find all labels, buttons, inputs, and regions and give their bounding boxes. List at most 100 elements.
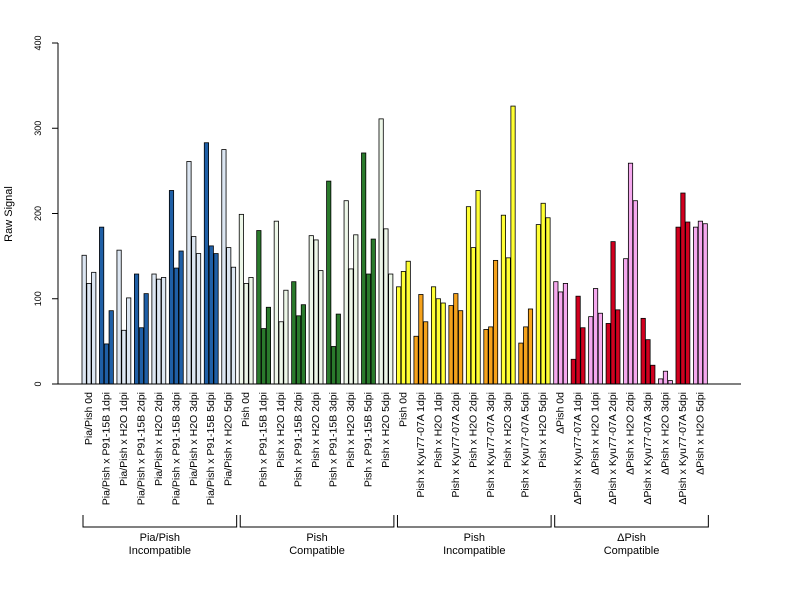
bar — [383, 228, 389, 385]
group-label-line2: Compatible — [604, 545, 660, 557]
bar — [365, 273, 372, 385]
bar — [226, 247, 232, 385]
bar — [675, 226, 681, 385]
bar — [588, 316, 594, 385]
bar — [465, 206, 472, 385]
bar — [470, 247, 476, 385]
bar — [173, 267, 179, 385]
bar — [540, 202, 546, 385]
group-label-line1: Pia/Pish — [140, 532, 180, 544]
bar — [523, 326, 529, 385]
bar — [448, 305, 454, 385]
bar — [203, 142, 209, 385]
bar — [86, 283, 92, 385]
x-tick-label: Pish 0d — [397, 392, 409, 427]
bar — [435, 298, 441, 385]
bar — [658, 378, 664, 385]
x-tick-label: Pish x P91-15B 1dpi — [258, 392, 270, 487]
bar — [291, 281, 297, 385]
x-tick-label: Pish x P91-15B 3dpi — [328, 392, 340, 487]
bar — [248, 277, 254, 385]
bar — [178, 250, 184, 385]
y-tick-label: 0 — [33, 381, 43, 386]
bar — [296, 315, 302, 385]
bar — [505, 257, 511, 385]
bar — [440, 302, 446, 385]
bar — [273, 220, 279, 385]
y-tick-label: 100 — [33, 291, 43, 306]
bar — [265, 306, 271, 385]
group-brackets: Pia/PishIncompatiblePishCompatiblePishIn… — [82, 515, 709, 557]
bar — [91, 271, 97, 385]
bar — [134, 273, 140, 385]
x-tick-labels: Pia/Pish 0d Pia/Pish x P91-15B 1dpi Pia/Pi… — [83, 392, 706, 505]
y-tick-label: 200 — [33, 206, 43, 221]
x-tick-label: Pia/Pish x P91-15B 3dpi — [170, 392, 182, 505]
bar — [645, 339, 651, 385]
x-tick-label: Pish x H2O 2dpi — [467, 392, 479, 468]
x-tick-label: ΔPish x H2O 3dpi — [659, 392, 671, 475]
bar — [597, 312, 603, 385]
bar — [335, 313, 341, 385]
bar — [138, 327, 144, 385]
x-tick-label: Pish x Kyu77-07A 3dpi — [485, 392, 497, 498]
bar — [640, 317, 646, 385]
bar — [126, 297, 132, 385]
bar — [527, 308, 534, 385]
bar — [605, 323, 611, 385]
x-tick-label: ΔPish 0d — [555, 392, 567, 434]
bar — [483, 329, 489, 385]
bar — [81, 254, 87, 385]
bar — [685, 221, 691, 385]
x-tick-label: Pia/Pish 0d — [83, 392, 95, 445]
x-tick-label: Pish x Kyu77-07A 5dpi — [520, 392, 532, 498]
bar — [186, 161, 192, 385]
bar — [615, 309, 621, 385]
group-label-line2: Incompatible — [443, 545, 505, 557]
x-tick-label: ΔPish x H2O 2dpi — [625, 392, 637, 475]
bar — [361, 152, 367, 385]
bar — [143, 293, 149, 385]
bar — [458, 310, 464, 385]
bar — [400, 271, 406, 385]
bar — [378, 118, 384, 385]
bar — [243, 283, 249, 385]
bar — [535, 224, 541, 385]
y-axis-label: Raw Signal — [3, 186, 15, 242]
bar — [632, 200, 638, 385]
bar — [213, 253, 219, 385]
x-tick-label: Pish x Kyu77-07A 1dpi — [415, 392, 427, 498]
x-tick-label: Pish x H2O 3dpi — [502, 392, 514, 468]
x-tick-label: Pish x H2O 5dpi — [537, 392, 549, 468]
bar — [318, 270, 324, 385]
bar — [261, 328, 267, 385]
bar — [510, 105, 516, 385]
bar — [500, 214, 506, 385]
x-tick-label: Pia/Pish x H2O 3dpi — [188, 392, 200, 486]
bar — [221, 149, 227, 385]
bar — [610, 241, 616, 385]
bar — [283, 289, 289, 385]
group-bracket — [239, 515, 395, 528]
bar — [518, 342, 524, 385]
bar — [702, 223, 708, 385]
bar — [562, 283, 568, 385]
bar — [697, 220, 703, 385]
bar — [423, 321, 429, 385]
bar — [545, 217, 551, 385]
x-tick-label: ΔPish x Kyu77-07A 1dpi — [572, 392, 584, 505]
bar — [396, 286, 402, 385]
bar — [453, 293, 459, 385]
x-tick-label: ΔPish x H2O 5dpi — [694, 392, 706, 475]
x-tick-label: ΔPish x H2O 1dpi — [590, 392, 602, 475]
x-tick-label: Pia/Pish x H2O 1dpi — [118, 392, 130, 486]
x-tick-label: ΔPish x Kyu77-07A 5dpi — [677, 392, 689, 505]
bar — [570, 358, 576, 385]
bar — [553, 281, 559, 385]
bar — [116, 249, 122, 385]
bar — [238, 213, 244, 385]
bar — [667, 380, 673, 385]
group-label-line2: Incompatible — [129, 545, 191, 557]
bar — [343, 200, 349, 385]
